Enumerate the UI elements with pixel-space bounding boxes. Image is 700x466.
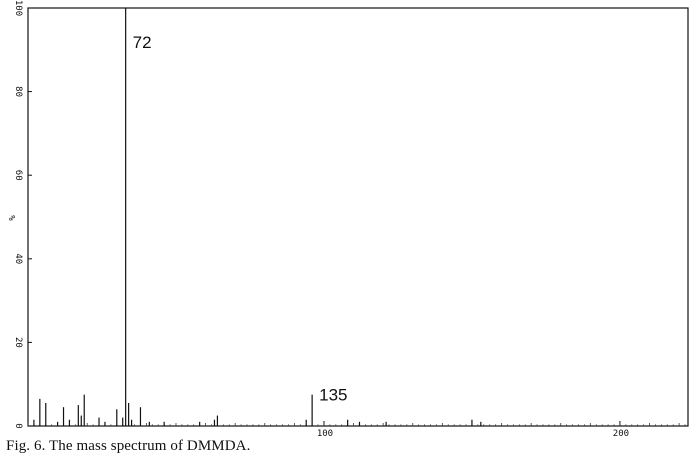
y-tick-label: 60	[13, 170, 23, 181]
peak-label: 72	[133, 33, 152, 52]
figure-caption: Fig. 6. The mass spectrum of DMMDA.	[6, 438, 251, 454]
y-tick-label: 100	[13, 0, 23, 16]
x-axis-ticks: 100 200	[317, 421, 629, 439]
peak-label: 135	[319, 386, 347, 405]
x-tick-label: 200	[613, 429, 629, 439]
y-tick-label: 80	[13, 86, 23, 97]
y-axis-label: %	[6, 215, 16, 221]
y-tick-label: 20	[13, 337, 23, 348]
y-tick-label: 0	[13, 423, 23, 428]
y-tick-label: 40	[13, 253, 23, 264]
x-tick-label: 100	[317, 429, 333, 439]
spectrum-peaks	[33, 8, 482, 426]
plot-frame	[27, 7, 689, 427]
peak-labels: 72 135	[133, 33, 348, 405]
y-axis-ticks: 0 20 40 60 80 100	[13, 0, 32, 429]
